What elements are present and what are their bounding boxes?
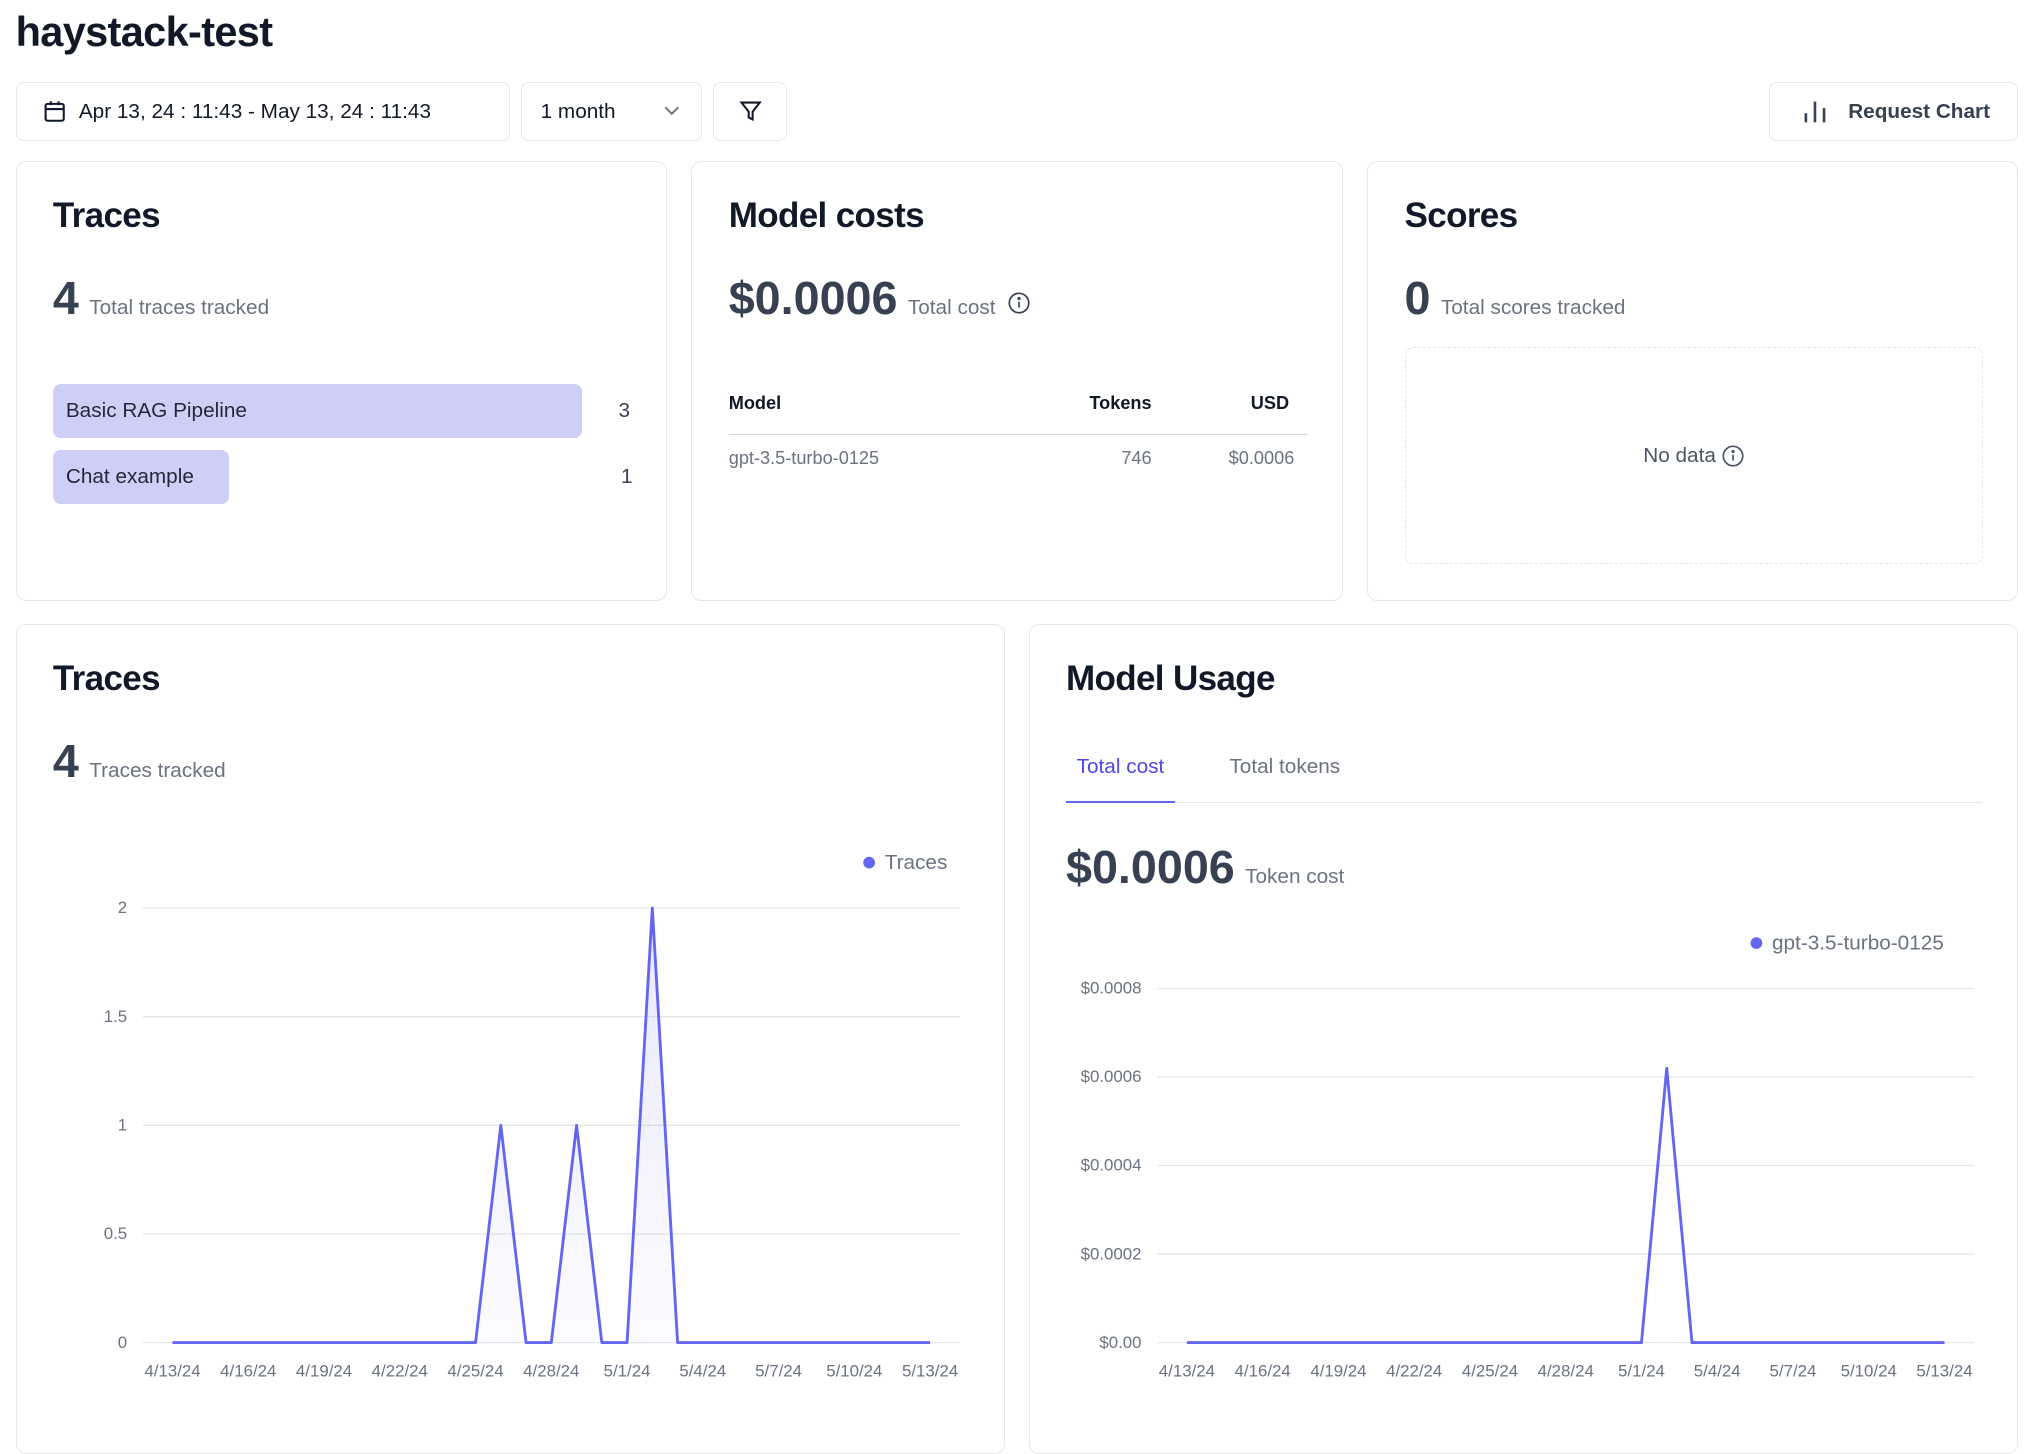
x-tick-label: 5/10/24 <box>826 1361 882 1380</box>
y-tick-label: 2 <box>118 898 127 917</box>
x-tick-label: 4/19/24 <box>296 1361 352 1380</box>
x-tick-label: 5/7/24 <box>755 1361 802 1380</box>
x-tick-label: 4/25/24 <box>447 1361 503 1380</box>
x-tick-label: 4/13/24 <box>144 1361 200 1380</box>
x-tick-label: 5/13/24 <box>902 1361 958 1380</box>
x-tick-label: 5/1/24 <box>604 1361 651 1380</box>
y-tick-label: 1 <box>118 1116 127 1135</box>
y-tick-label: 0 <box>118 1333 127 1352</box>
x-tick-label: 4/16/24 <box>220 1361 276 1380</box>
y-tick-label: 1.5 <box>104 1007 127 1026</box>
x-tick-label: 4/28/24 <box>523 1361 579 1380</box>
legend-dot <box>863 857 875 869</box>
x-tick-label: 5/4/24 <box>679 1361 726 1380</box>
x-tick-label: 4/22/24 <box>372 1361 428 1380</box>
legend-label: Traces <box>885 851 948 874</box>
y-tick-label: 0.5 <box>104 1224 127 1243</box>
